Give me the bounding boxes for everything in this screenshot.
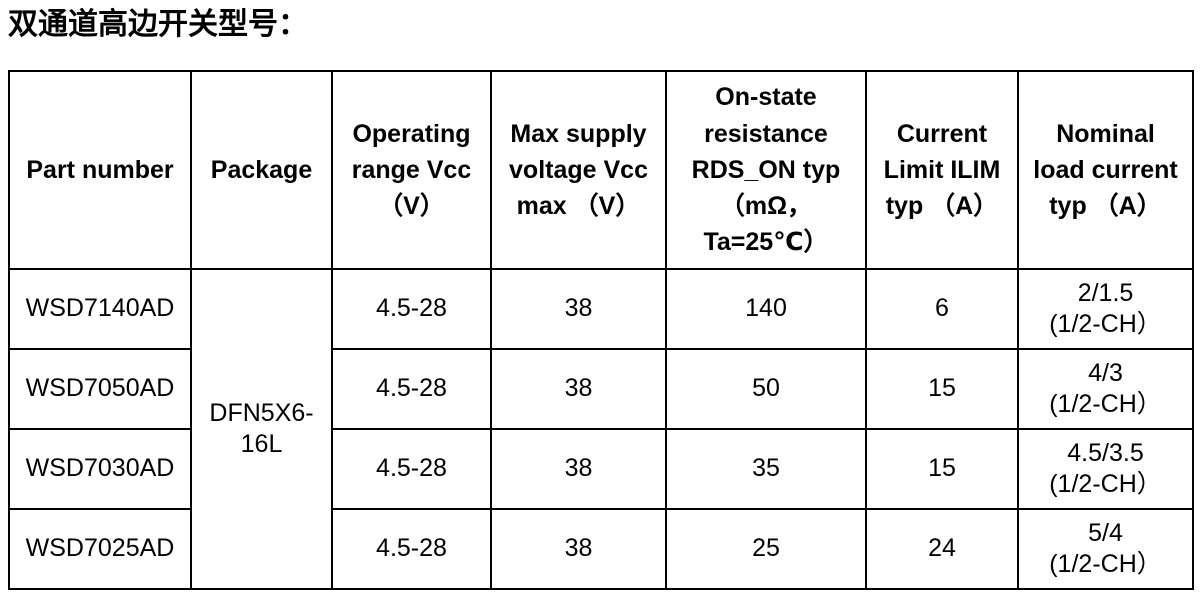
cell-nominal-load-current: 5/4 (1/2-CH）	[1017, 508, 1194, 590]
cell-part-number: WSD7025AD	[8, 508, 192, 590]
col-header-package: Package	[190, 70, 333, 270]
table-row: WSD7025AD 4.5-28 38 25 24 5/4 (1/2-CH）	[8, 508, 1194, 590]
cell-rds-on-typ: 140	[665, 268, 867, 350]
cell-current-limit-typ: 15	[865, 348, 1019, 430]
cell-max-supply-voltage: 38	[490, 268, 667, 350]
table-row: WSD7030AD 4.5-28 38 35 15 4.5/3.5 (1/2-C…	[8, 428, 1194, 510]
cell-max-supply-voltage: 38	[490, 348, 667, 430]
table-body: WSD7140AD DFN5X6- 16L 4.5-28 38 140 6 2/…	[8, 268, 1194, 590]
cell-operating-range-vcc: 4.5-28	[331, 348, 492, 430]
col-header-part-number: Part number	[8, 70, 192, 270]
cell-max-supply-voltage: 38	[490, 428, 667, 510]
cell-max-supply-voltage: 38	[490, 508, 667, 590]
table-row: WSD7140AD DFN5X6- 16L 4.5-28 38 140 6 2/…	[8, 268, 1194, 590]
col-header-on-state-resistance: On-state resistance RDS_ON typ （mΩ， Ta=2…	[665, 70, 867, 270]
cell-rds-on-typ: 50	[665, 348, 867, 430]
parts-table: Part number Package Operating range Vcc …	[8, 70, 1194, 590]
header-row: Part number Package Operating range Vcc …	[8, 70, 1194, 270]
cell-nominal-load-current: 4.5/3.5 (1/2-CH）	[1017, 428, 1194, 510]
cell-current-limit-typ: 15	[865, 428, 1019, 510]
table-header: Part number Package Operating range Vcc …	[8, 70, 1194, 270]
cell-operating-range-vcc: 4.5-28	[331, 508, 492, 590]
col-header-nominal-load-current: Nominal load current typ （A）	[1017, 70, 1194, 270]
cell-part-number: WSD7050AD	[8, 348, 192, 430]
col-header-current-limit: Current Limit ILIM typ （A）	[865, 70, 1019, 270]
cell-current-limit-typ: 24	[865, 508, 1019, 590]
cell-nominal-load-current: 4/3 (1/2-CH）	[1017, 348, 1194, 430]
col-header-max-supply-voltage: Max supply voltage Vcc max （V）	[490, 70, 667, 270]
cell-current-limit-typ: 6	[865, 268, 1019, 350]
cell-package: DFN5X6- 16L	[190, 268, 333, 590]
page-title: 双通道高边开关型号：	[8, 8, 308, 41]
cell-operating-range-vcc: 4.5-28	[331, 268, 492, 350]
cell-part-number: WSD7140AD	[8, 268, 192, 350]
cell-rds-on-typ: 35	[665, 428, 867, 510]
cell-part-number: WSD7030AD	[8, 428, 192, 510]
table-row: WSD7050AD 4.5-28 38 50 15 4/3 (1/2-CH）	[8, 348, 1194, 430]
col-header-operating-range-vcc: Operating range Vcc （V）	[331, 70, 492, 270]
cell-rds-on-typ: 25	[665, 508, 867, 590]
cell-operating-range-vcc: 4.5-28	[331, 428, 492, 510]
cell-nominal-load-current: 2/1.5 (1/2-CH）	[1017, 268, 1194, 350]
